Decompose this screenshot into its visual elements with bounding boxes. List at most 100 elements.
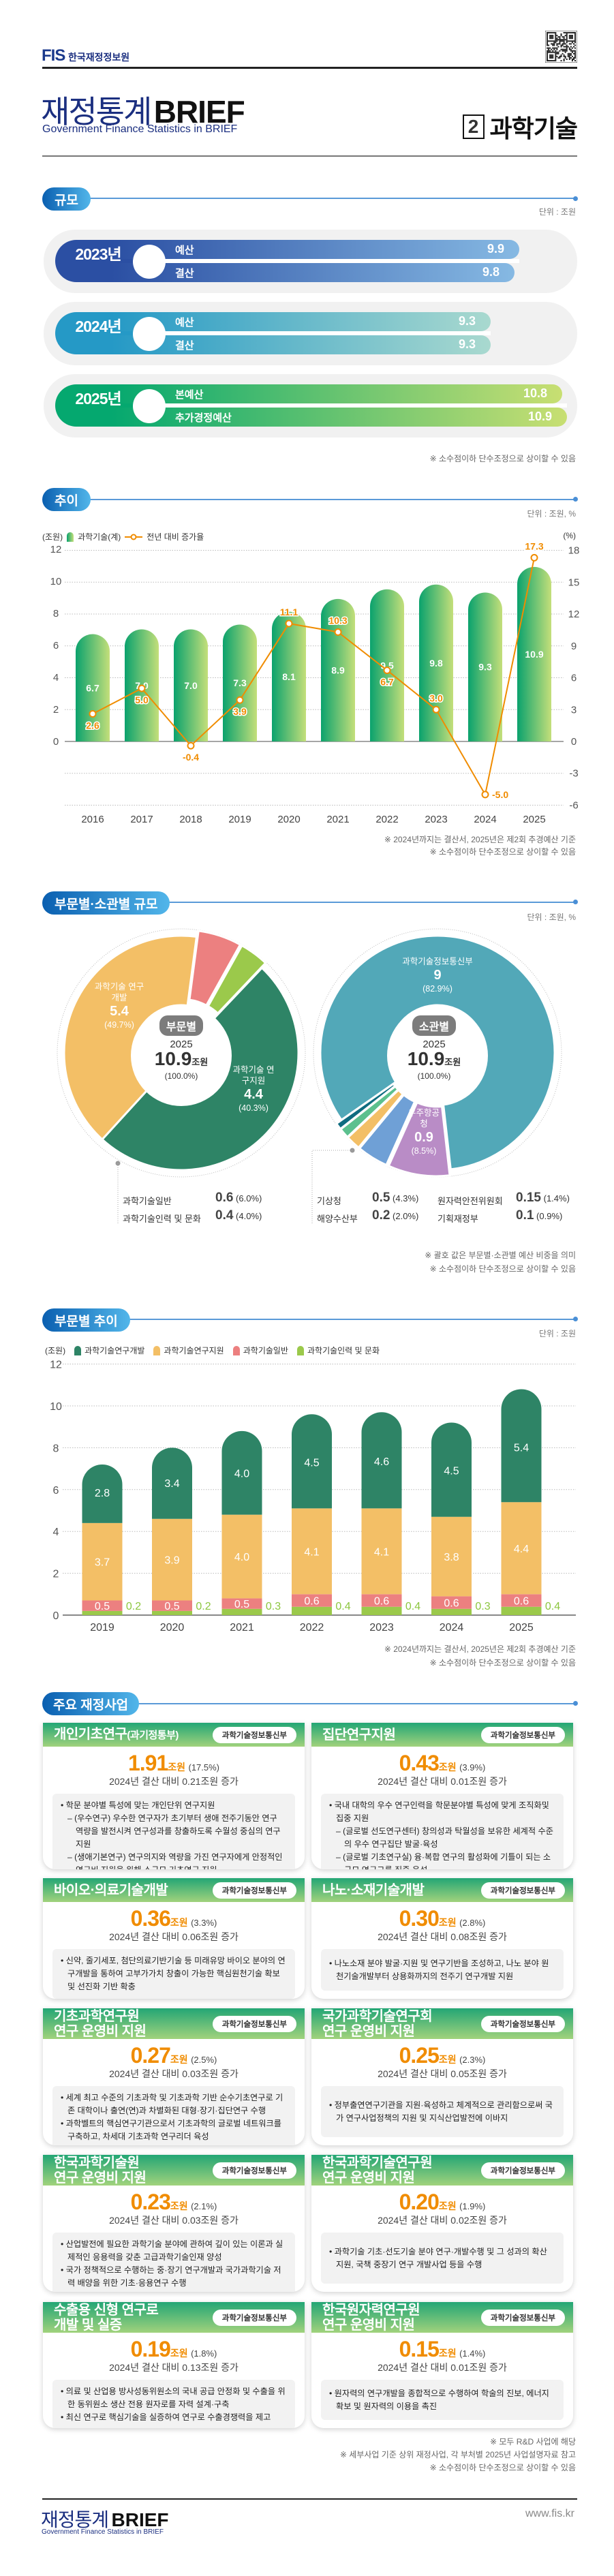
legend-swatch [153,1345,161,1355]
description-bullet: • 원자력의 연구개발을 종합적으로 수행하여 학술의 진보, 에너지 확보 및… [329,2388,549,2411]
amount-value: 0.43 [399,1751,440,1775]
amount-share: (17.5%) [188,1762,220,1773]
card-title: 한국과학기술원 연구 운영비 지원 [54,2155,147,2186]
x-tick-label: 2017 [130,814,153,825]
segment-value-label: 4.5 [304,1457,319,1469]
center-badge: 소관별 [412,1015,457,1036]
legend-moef-value: 0.1 (0.9%) [516,1208,562,1223]
program-card: 한국과학기술원 연구 운영비 지원 과학기술정보통신부 0.23조원 (2.1%) 2… [43,2155,305,2292]
rate-value-label: 17.3 [525,540,543,551]
budget-value: 10.9 [527,410,552,423]
amount-unit: 조원 [438,2201,457,2211]
amount-unit: 조원 [438,2348,457,2359]
x-tick-label: 2020 [277,814,300,825]
description-bullet: • 국내 대학의 우수 연구인력을 학문분야별 특성에 맞게 조직화및 집중 지… [329,1800,549,1823]
stack-segment [431,1516,472,1597]
card-header: 기초과학연구원 연구 운영비 지원 과학기술정보통신부 [43,2008,305,2039]
section-dot [573,1701,578,1706]
stack-segment [82,1600,123,1611]
slice-value: 0.9 [414,1130,433,1145]
footer-url-link[interactable]: www.fis.kr [525,2508,574,2519]
section-line [129,1703,576,1704]
description-box: • 의료 및 산업용 방사성동위원소의 국내 공급 안정화 및 수출을 위한 동… [52,2380,295,2428]
year-box: 예산 9.9 결산 9.8 2023년 [44,230,577,293]
change-text: 2024년 결산 대비 0.03조원 증가 [109,2215,239,2226]
x-tick-label: 2023 [425,814,447,825]
stack-segment [431,1608,472,1615]
donut-slice [358,1093,416,1167]
slice-share: (8.5%) [411,1146,437,1156]
center-badge: 부문별 [159,1015,204,1036]
program-card: 한국원자력연구원 연구 운영비 지원 과학기술정보통신부 0.15조원 (1.4%)… [311,2302,573,2428]
stack-segment [361,1508,402,1595]
budget-label: 결산 [175,340,194,352]
description-box: • 국내 대학의 우수 연구인력을 학문분야별 특성에 맞게 조직화및 집중 지… [321,1794,564,1869]
change-text: 2024년 결산 대비 0.01조원 증가 [378,2362,507,2373]
amount-value: 1.91 [127,1751,168,1775]
segment-value-label: 0.4 [545,1601,560,1612]
segment-value-label: 3.4 [164,1478,179,1490]
x-tick-label: 2025 [509,1622,534,1634]
amount-share: (1.9%) [459,2201,486,2211]
fis-logo: FIS [42,46,65,65]
program-card: 바이오·의료기술개발 과학기술정보통신부 0.36조원 (3.3%) 2024년 결산… [43,1878,305,1999]
card-header: 수출용 신형 연구로 개발 및 실증 과학기술정보통신부 [43,2302,305,2333]
y-label: (조원) [45,1346,66,1355]
amount-unit: 조원 [168,1762,186,1773]
topic-title: 과학기술 [489,114,578,142]
amount-share: (1.8%) [191,2348,217,2359]
bar-value-label: 7.3 [233,677,247,688]
y-left-tick: 10 [50,576,62,587]
stack-segment [431,1422,472,1517]
ministry-badge: 과학기술정보통신부 [480,2162,565,2179]
center-total: 10.9 [407,1048,445,1069]
bar [517,566,551,741]
budget-label: 예산 [175,317,194,328]
stack-segment [431,1596,472,1609]
description-bullet: – (글로벌 선도연구센터) 창의성과 탁월성을 보유한 세계적 수준의 우수 … [336,1826,553,1849]
description-bullet: • 세계 최고 수준의 기초과학 및 기초과학 기반 순수기초연구로 기존 대학… [61,2093,283,2115]
program-note: ※ 세부사업 기준 상위 재정사업, 각 부처별 2025년 사업설명자료 참고 [339,2450,576,2459]
slice-label-msit: 과학기술정보통신부 9 (82.9%) [390,956,485,994]
legend-talent-value: 0.4 (4.0%) [215,1208,262,1223]
header-divider [42,67,577,69]
y-right-tick: -3 [569,768,578,780]
stack-segment [361,1412,402,1509]
card-header: 한국과학기술원 연구 운영비 지원 과학기술정보통신부 [43,2155,305,2186]
stack-segment [221,1430,262,1515]
legend-label: 과학기술연구개발 [85,1346,145,1355]
y-tick: 4 [53,1527,59,1538]
ministry-badge: 과학기술정보통신부 [212,2162,296,2179]
legend-nssc-value: 0.15 (1.4%) [516,1191,570,1206]
change-text: 2024년 결산 대비 0.08조원 증가 [378,1931,507,1942]
card-header: 한국원자력연구원 연구 운영비 지원 과학기술정보통신부 [311,2302,573,2333]
section-scale-title: 규모 [42,187,91,211]
description-bullet: • 나노소재 분야 발굴·지원 및 연구기반을 조성하고, 나노 분야 원천기술… [329,1958,549,1981]
stack-segment [82,1464,123,1523]
description-box: • 학문 분야별 특성에 맞는 개인단위 연구지원 – (우수연구) 우수한 연구… [52,1794,295,1869]
bar-value-label: 8.1 [282,671,296,682]
footer-logo: 재정통계 BRIEF [41,2505,169,2532]
y-right-tick: 0 [571,736,577,748]
segment-value-label: 0.6 [374,1596,389,1608]
ministry-badge: 과학기술정보통신부 [212,2015,296,2032]
donut-slice [206,944,267,1015]
segment-value-label: 4.1 [304,1546,319,1558]
budget-bar: 예산 9.9 [112,240,519,259]
segment-value-label: 0.5 [234,1599,249,1610]
ministry-badge: 과학기술정보통신부 [480,1882,565,1899]
legend-kma-value: 0.5 (4.3%) [372,1191,418,1206]
card-title-text: 기초과학연구원 연구 운영비 지원 [54,2008,147,2039]
y-left-tick: 0 [53,736,59,748]
legend-moef: 기획재정부 [438,1214,478,1224]
card-title-text: 나노·소재기술개발 [322,1882,425,1898]
amount-value: 0.27 [130,2043,171,2068]
card-title-text: 한국과학기술원 연구 운영비 지원 [54,2155,147,2186]
y-tick: 2 [53,1569,59,1580]
y-right-tick: 3 [571,704,577,716]
card-title-text: 바이오·의료기술개발 [54,1882,168,1898]
card-title: 한국원자력연구원 연구 운영비 지원 [322,2303,420,2333]
slice-value: 4.4 [244,1087,263,1102]
x-tick-label: 2016 [81,814,104,825]
section-dot [573,1317,578,1321]
